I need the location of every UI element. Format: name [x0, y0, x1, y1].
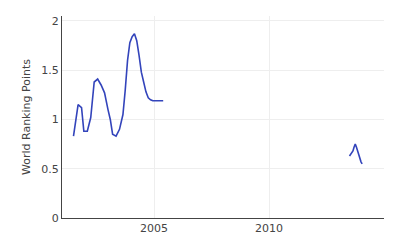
svg-text:0.5: 0.5: [41, 163, 59, 176]
svg-text:1: 1: [52, 113, 59, 126]
svg-text:World Ranking Points: World Ranking Points: [20, 59, 33, 175]
svg-text:0: 0: [52, 212, 59, 225]
svg-text:2005: 2005: [140, 222, 168, 235]
svg-text:2: 2: [52, 15, 59, 28]
svg-text:2010: 2010: [255, 222, 283, 235]
svg-text:1.5: 1.5: [41, 64, 59, 77]
